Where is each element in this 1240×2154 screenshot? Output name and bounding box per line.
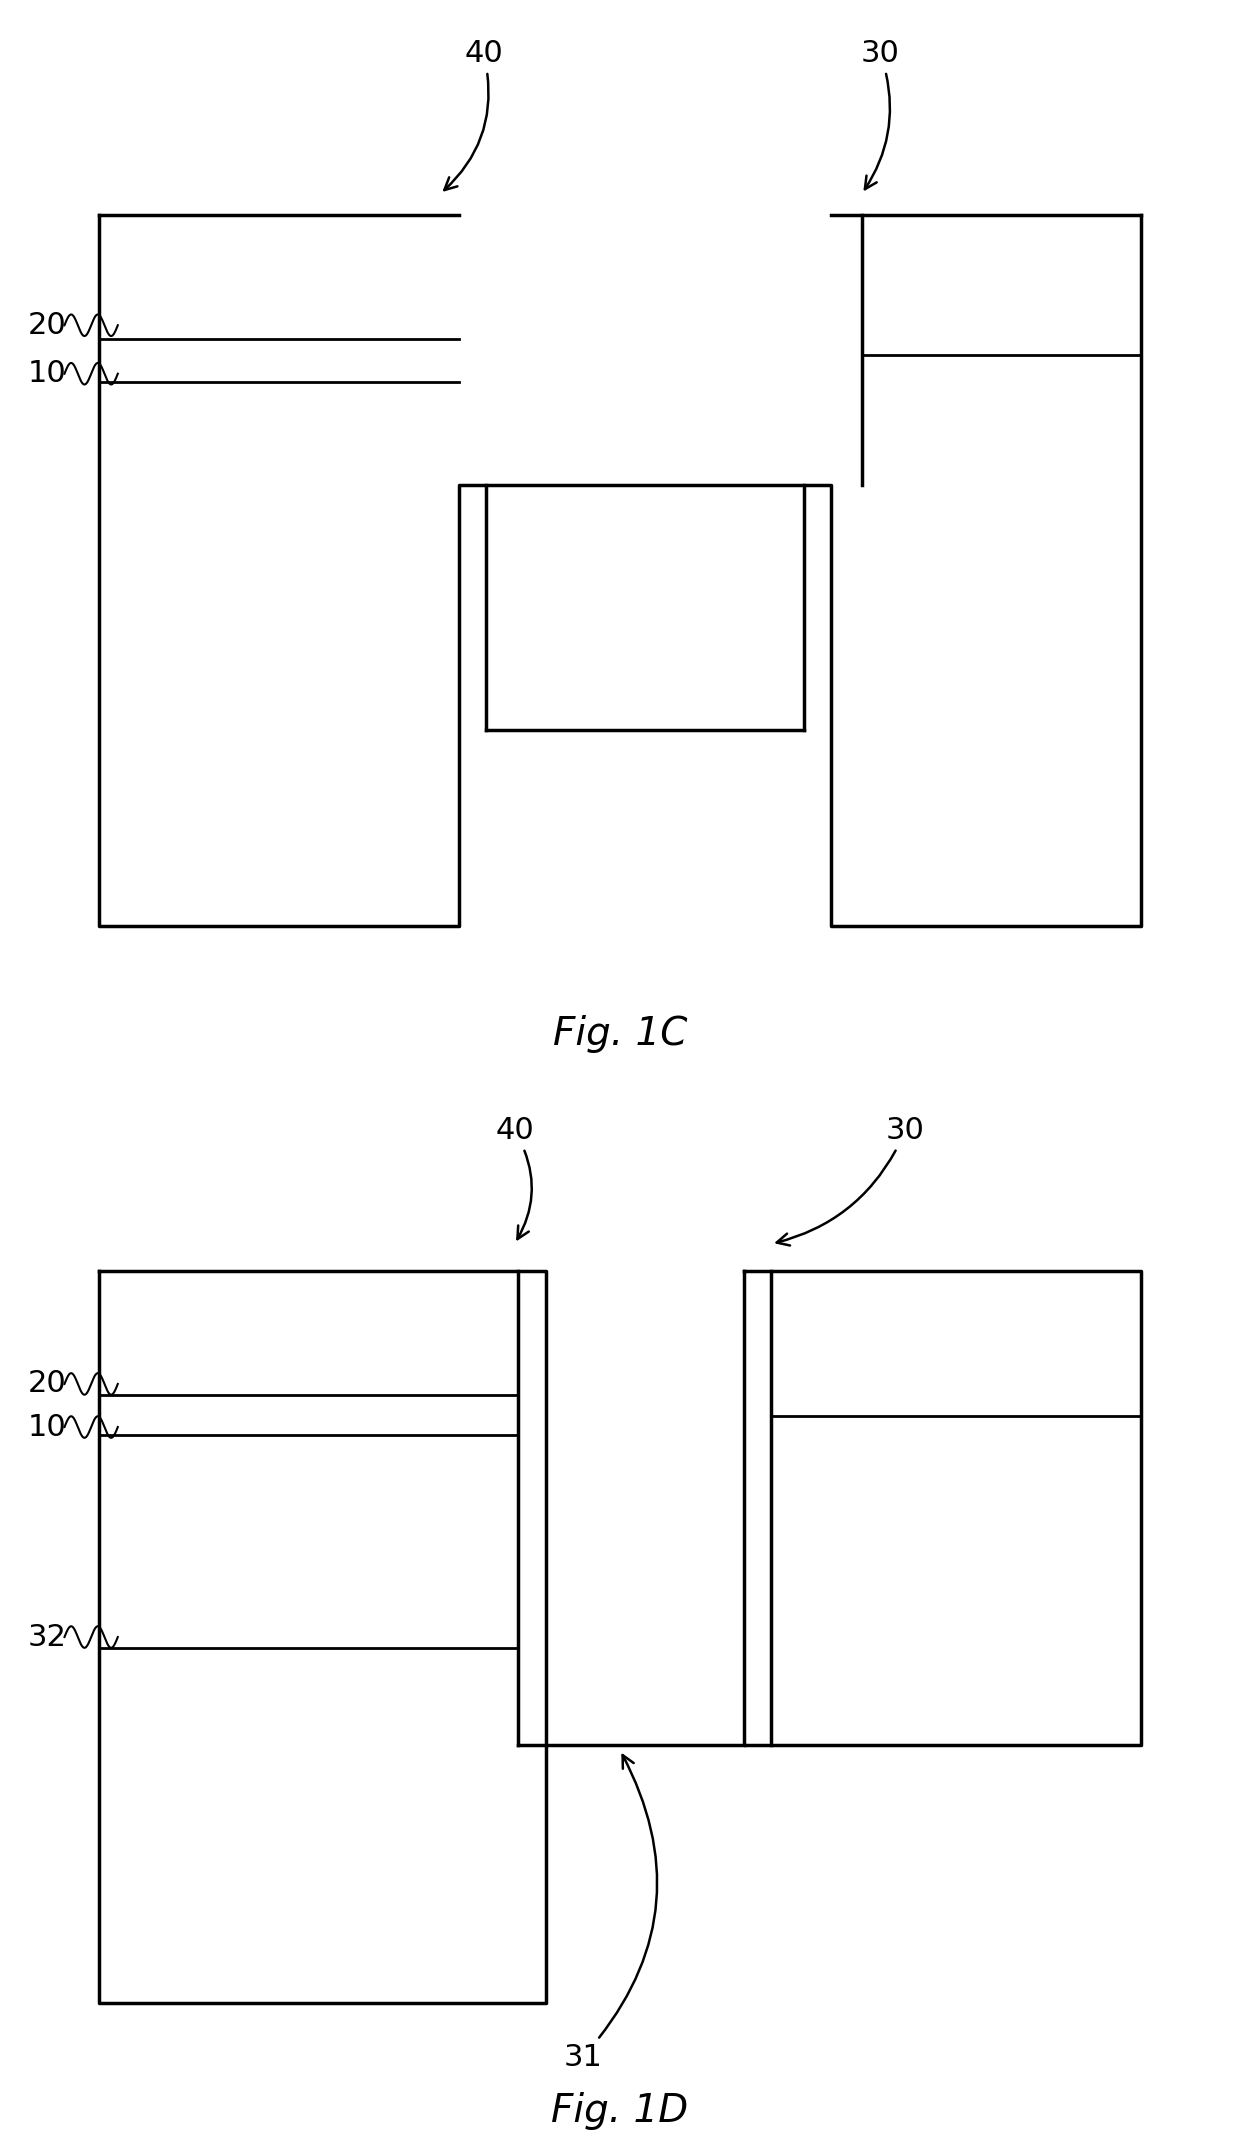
- Text: 20: 20: [27, 310, 67, 340]
- Text: Fig. 1C: Fig. 1C: [553, 1015, 687, 1053]
- Text: 40: 40: [495, 1116, 534, 1239]
- Text: 40: 40: [444, 39, 503, 190]
- Text: 20: 20: [27, 1370, 67, 1398]
- Text: 10: 10: [27, 1413, 67, 1441]
- Text: Fig. 1D: Fig. 1D: [552, 2092, 688, 2130]
- Text: 31: 31: [563, 1756, 657, 2072]
- Text: 10: 10: [27, 360, 67, 388]
- Text: 30: 30: [776, 1116, 925, 1245]
- Text: 30: 30: [861, 39, 900, 190]
- Text: 32: 32: [27, 1622, 67, 1652]
